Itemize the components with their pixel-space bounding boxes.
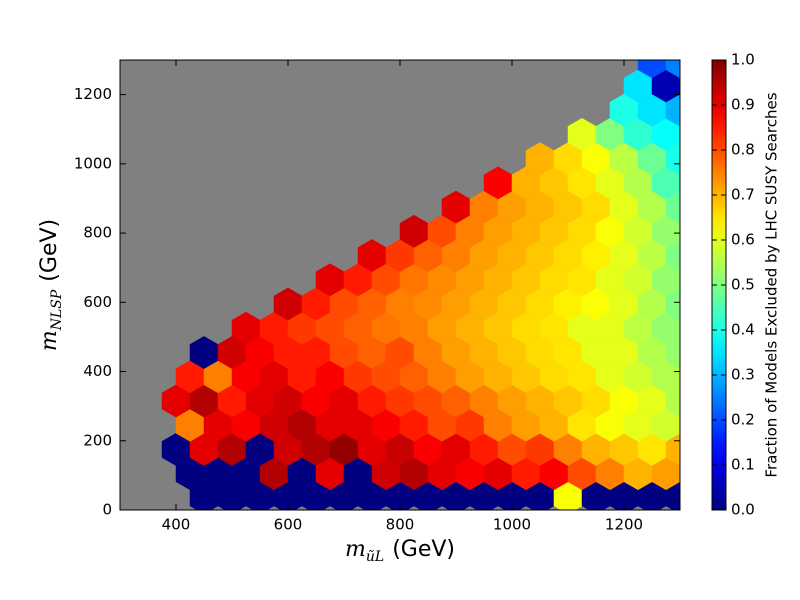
colorbar-tick-label: 1.0 <box>731 51 755 69</box>
x-tick-label: 1200 <box>605 516 643 534</box>
y-tick-label: 600 <box>83 293 112 311</box>
hexbin-cells <box>161 60 680 510</box>
y-tick-label: 800 <box>83 224 112 242</box>
colorbar-tick-label: 0.9 <box>731 96 755 114</box>
y-tick-label: 0 <box>102 501 112 519</box>
y-tick-label: 1200 <box>74 85 112 103</box>
x-tick-label: 600 <box>274 516 303 534</box>
colorbar-tick-label: 0.0 <box>731 501 755 519</box>
x-tick-label: 400 <box>162 516 191 534</box>
x-axis-label: mũL (GeV) <box>345 537 455 565</box>
y-tick-label: 400 <box>83 362 112 380</box>
colorbar-tick-label: 0.1 <box>731 456 755 474</box>
y-label-subscript: NLSP <box>49 289 65 331</box>
colorbar-tick-label: 0.5 <box>731 276 755 294</box>
x-tick-label: 1000 <box>493 516 531 534</box>
hex-cell <box>637 60 667 79</box>
y-axis-label: mNLSP (GeV) <box>37 219 65 351</box>
x-label-symbol: m <box>345 537 366 562</box>
colorbar-tick-label: 0.7 <box>731 186 755 204</box>
y-label-unit: (GeV) <box>37 219 62 282</box>
colorbar-tick-label: 0.3 <box>731 366 755 384</box>
colorbar-label: Fraction of Models Excluded by LHC SUSY … <box>763 92 781 477</box>
colorbar-tick-label: 0.4 <box>731 321 755 339</box>
colorbar-tick-label: 0.6 <box>731 231 755 249</box>
colorbar-tick-label: 0.8 <box>731 141 755 159</box>
y-label-symbol: m <box>37 330 62 351</box>
hex-cell <box>665 60 680 79</box>
colorbar-tick-label: 0.2 <box>731 411 755 429</box>
x-label-unit: (GeV) <box>392 537 455 562</box>
x-label-subscript: ũL <box>366 549 384 565</box>
y-tick-label: 1000 <box>74 154 112 172</box>
x-tick-label: 800 <box>386 516 415 534</box>
y-tick-label: 200 <box>83 431 112 449</box>
